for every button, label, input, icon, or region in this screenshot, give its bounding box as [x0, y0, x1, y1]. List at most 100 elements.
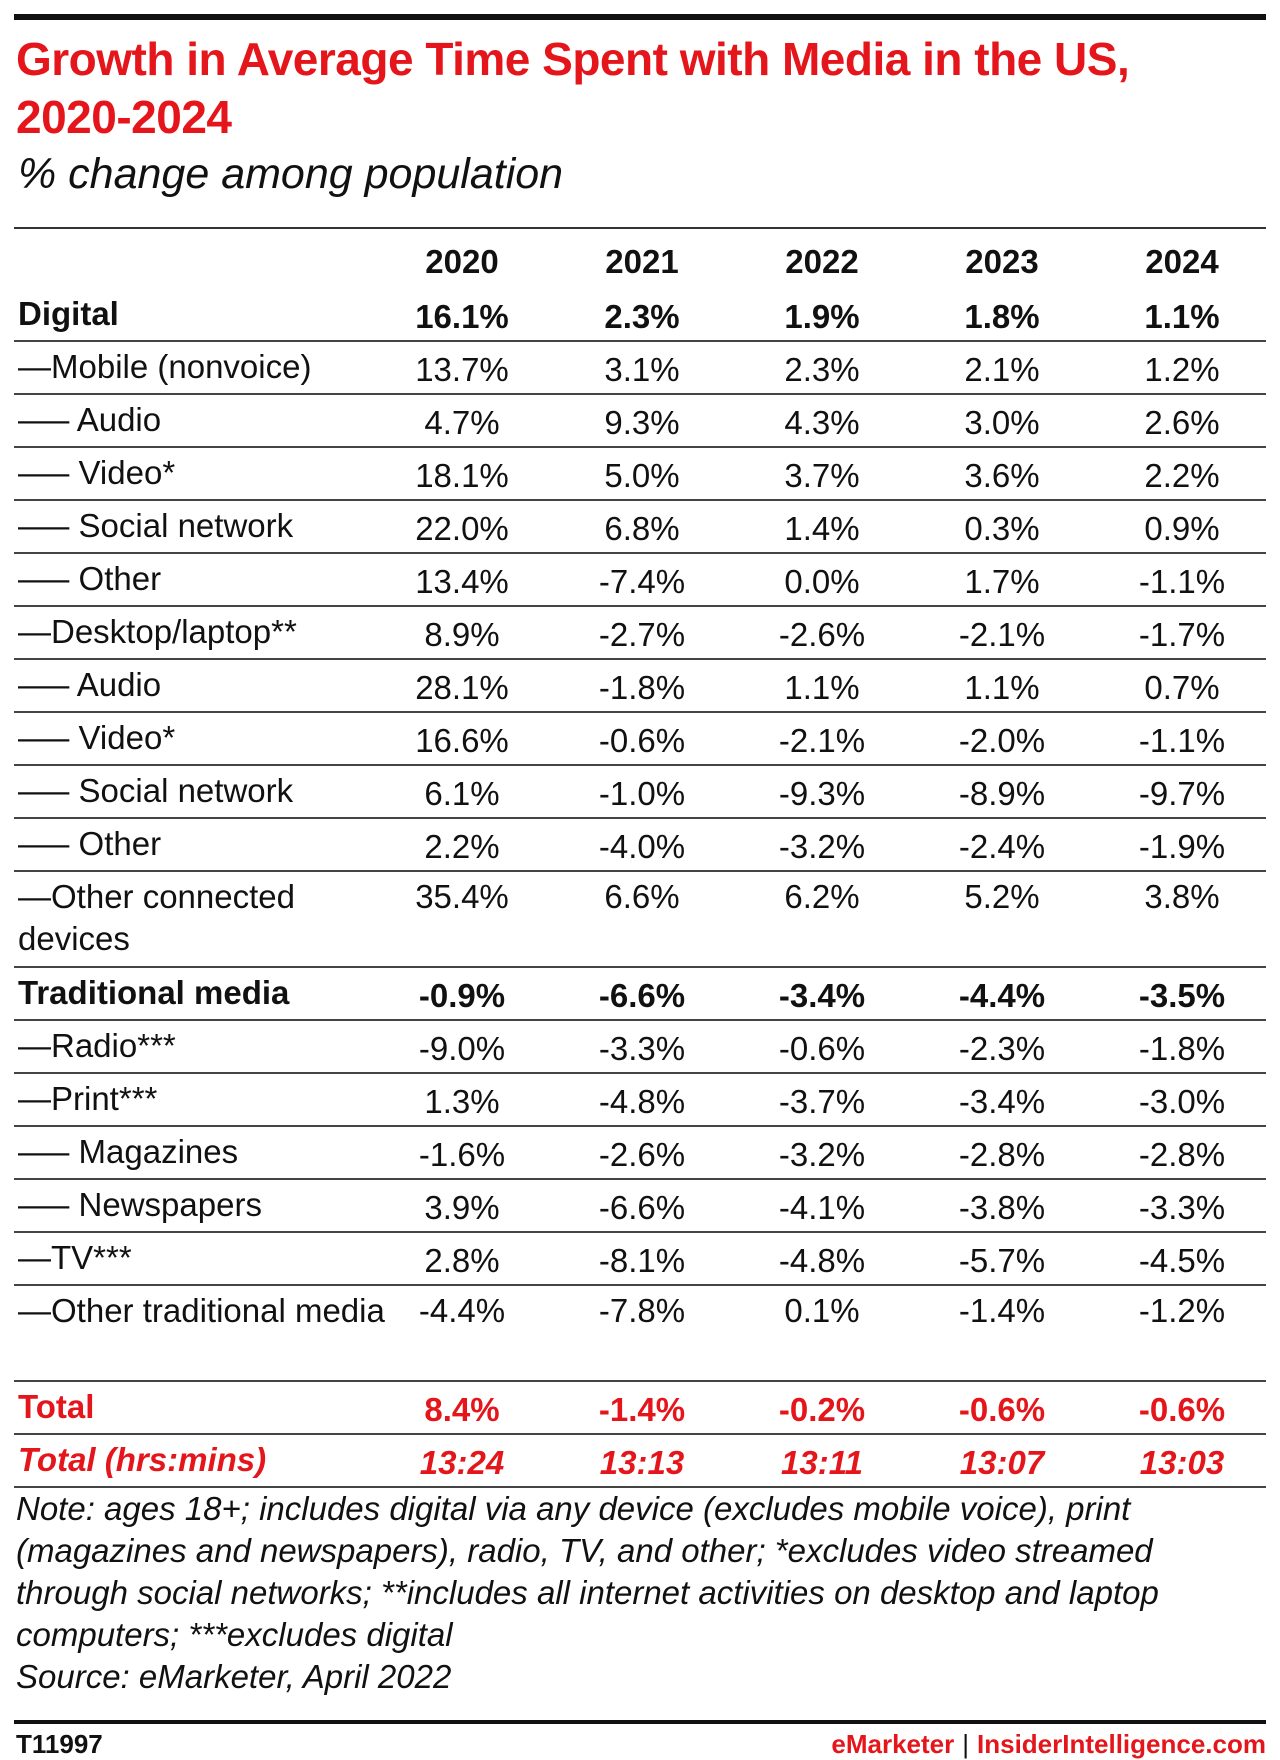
value-cell: -1.8%: [1138, 1030, 1226, 1067]
value-cell: -4.1%: [778, 1189, 866, 1226]
source-text: Source: eMarketer, April 2022: [16, 1658, 452, 1695]
row-label: Total: [18, 1388, 95, 1425]
value-cell: -6.6%: [598, 1189, 686, 1226]
row-label: —– Newspapers: [18, 1186, 262, 1223]
value-cell: -0.2%: [778, 1391, 866, 1428]
value-cell: 13:11: [781, 1444, 863, 1481]
value-cell: 1.2%: [1144, 351, 1220, 388]
value-cell: -3.3%: [598, 1030, 686, 1067]
row-label: —Desktop/laptop**: [18, 613, 297, 650]
table-row: —Desktop/laptop** 8.9% -2.7% -2.6% -2.1% -1.7…: [14, 607, 1266, 660]
value-cell: 9.3%: [604, 404, 680, 441]
value-cell: -3.4%: [778, 977, 866, 1014]
value-cell: -7.8%: [598, 1292, 686, 1329]
column-header: 2022: [785, 243, 859, 280]
row-label: —– Audio: [18, 666, 162, 703]
row-label: —TV***: [18, 1239, 132, 1276]
table-header-row: 2020 2021 2022 2023 2024: [14, 229, 1266, 289]
chart-title: Growth in Average Time Spent with Media …: [16, 33, 1130, 143]
table-row: —– Video* 16.6% -0.6% -2.1% -2.0% -1.1%: [14, 713, 1266, 766]
value-cell: 3.6%: [964, 457, 1040, 494]
table-row: —– Video* 18.1% 5.0% 3.7% 3.6% 2.2%: [14, 448, 1266, 501]
value-cell: -3.2%: [778, 1136, 866, 1173]
table-row: —– Audio 28.1% -1.8% 1.1% 1.1% 0.7%: [14, 660, 1266, 713]
column-header: 2021: [605, 243, 679, 280]
value-cell: -5.7%: [958, 1242, 1046, 1279]
value-cell: 3.0%: [964, 404, 1040, 441]
value-cell: -4.8%: [598, 1083, 686, 1120]
value-cell: 8.9%: [424, 616, 500, 653]
column-header: 2024: [1145, 243, 1219, 280]
row-label: Digital: [18, 295, 119, 332]
top-rule: [14, 14, 1266, 20]
value-cell: 1.3%: [424, 1083, 500, 1120]
table-row: —– Other 13.4% -7.4% 0.0% 1.7% -1.1%: [14, 554, 1266, 607]
value-cell: 0.7%: [1144, 669, 1220, 706]
value-cell: 0.0%: [784, 563, 860, 600]
value-cell: -3.0%: [1138, 1083, 1226, 1120]
value-cell: -1.1%: [1138, 722, 1226, 759]
value-cell: -1.4%: [958, 1292, 1046, 1329]
value-cell: -0.9%: [418, 977, 506, 1014]
value-cell: 13:07: [959, 1444, 1045, 1481]
value-cell: 1.1%: [1144, 298, 1220, 335]
table-row: —Radio*** -9.0% -3.3% -0.6% -2.3% -1.8%: [14, 1021, 1266, 1074]
value-cell: -1.0%: [598, 775, 686, 812]
value-cell: -2.0%: [958, 722, 1046, 759]
row-label: —– Video*: [18, 454, 176, 491]
value-cell: -6.6%: [598, 977, 686, 1014]
value-cell: -2.7%: [598, 616, 686, 653]
row-label: Traditional media: [18, 974, 290, 1011]
value-cell: -1.1%: [1138, 563, 1226, 600]
row-label: —– Social network: [18, 507, 294, 544]
value-cell: 2.3%: [604, 298, 680, 335]
table-row: Traditional media -0.9% -6.6% -3.4% -4.4% -3.…: [14, 968, 1266, 1021]
value-cell: -2.1%: [958, 616, 1046, 653]
row-label: —Print***: [18, 1080, 158, 1117]
value-cell: 5.2%: [964, 878, 1040, 915]
bottom-rule: [14, 1720, 1266, 1724]
brand-emarketer: eMarketer: [831, 1729, 955, 1759]
value-cell: -8.1%: [598, 1242, 686, 1279]
table-row: —Print*** 1.3% -4.8% -3.7% -3.4% -3.0%: [14, 1074, 1266, 1127]
value-cell: -0.6%: [598, 722, 686, 759]
value-cell: -9.7%: [1138, 775, 1226, 812]
value-cell: -7.4%: [598, 563, 686, 600]
row-label: Total (hrs:mins): [18, 1441, 267, 1478]
value-cell: 13:13: [599, 1444, 685, 1481]
row-label: —– Video*: [18, 719, 176, 756]
row-label: —– Social network: [18, 772, 294, 809]
value-cell: -1.9%: [1138, 828, 1226, 865]
value-cell: 1.8%: [964, 298, 1040, 335]
value-cell: 16.1%: [415, 298, 509, 335]
value-cell: -4.4%: [418, 1292, 506, 1329]
row-label: —– Magazines: [18, 1133, 239, 1170]
value-cell: 0.3%: [964, 510, 1040, 547]
table-row: Digital 16.1% 2.3% 1.9% 1.8% 1.1%: [14, 289, 1266, 342]
value-cell: -4.4%: [958, 977, 1046, 1014]
row-label: —Radio***: [18, 1027, 176, 1064]
value-cell: 3.7%: [784, 457, 860, 494]
value-cell: -9.3%: [778, 775, 866, 812]
value-cell: 3.8%: [1144, 878, 1220, 915]
table-row: —– Audio 4.7% 9.3% 4.3% 3.0% 2.6%: [14, 395, 1266, 448]
table-row: —– Newspapers 3.9% -6.6% -4.1% -3.8% -3.3%: [14, 1180, 1266, 1233]
chart-subtitle: % change among population: [18, 150, 564, 198]
chart-note: Note: ages 18+; includes digital via any…: [16, 1488, 1266, 1698]
value-cell: -2.8%: [1138, 1136, 1226, 1173]
value-cell: -2.6%: [778, 616, 866, 653]
value-cell: -4.8%: [778, 1242, 866, 1279]
value-cell: 35.4%: [415, 878, 509, 915]
row-label: —– Audio: [18, 401, 162, 438]
value-cell: 0.1%: [784, 1292, 860, 1329]
table-row: —TV*** 2.8% -8.1% -4.8% -5.7% -4.5%: [14, 1233, 1266, 1286]
table-row: —– Social network 6.1% -1.0% -9.3% -8.9% -9.7…: [14, 766, 1266, 819]
value-cell: 1.9%: [784, 298, 860, 335]
value-cell: 2.1%: [964, 351, 1040, 388]
table-row: —– Magazines -1.6% -2.6% -3.2% -2.8% -2.8%: [14, 1127, 1266, 1180]
table-row: Total 8.4% -1.4% -0.2% -0.6% -0.6%: [14, 1382, 1266, 1435]
value-cell: -3.3%: [1138, 1189, 1226, 1226]
brand-footer: eMarketer | InsiderIntelligence.com: [831, 1729, 1266, 1760]
data-table: 2020 2021 2022 2023 2024 Digital 16.1% 2.3…: [14, 227, 1266, 1488]
chart-id: T11997: [16, 1729, 103, 1759]
